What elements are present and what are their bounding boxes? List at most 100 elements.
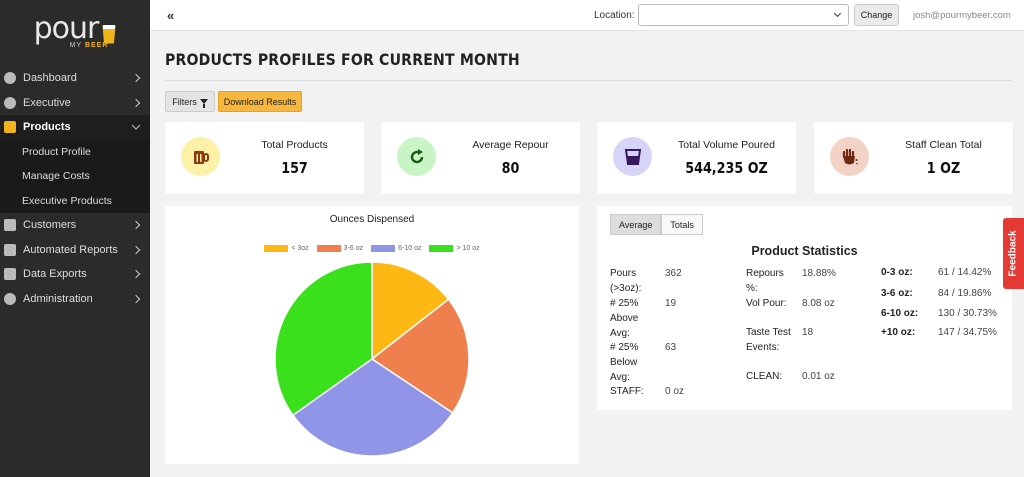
stat-label: 0-3 oz: (881, 267, 913, 278)
logo-text: pour (33, 10, 100, 46)
mug-icon (193, 150, 209, 164)
card-value: 157 (281, 159, 308, 177)
logo[interactable]: pour MY BEER (0, 0, 150, 62)
stat-value: 18 (802, 327, 814, 338)
sidebar-item-customers[interactable]: Customers (0, 213, 150, 238)
sidebar-item-label: Dashboard (23, 72, 77, 85)
legend-item[interactable]: > 10 oz (429, 245, 480, 252)
chevron-right-icon (131, 221, 141, 230)
globe-icon (4, 96, 16, 109)
stat-label: +10 oz: (881, 327, 916, 338)
dashboard-icon (4, 72, 16, 85)
stat-value: 18.88% (802, 268, 836, 279)
chevron-right-icon (131, 270, 141, 279)
glass-icon (624, 148, 641, 165)
feedback-tab[interactable]: Feedback (1003, 218, 1024, 289)
title-divider (165, 80, 1012, 81)
sidebar-item-label: Automated Reports (23, 243, 118, 256)
filter-icon (199, 99, 208, 108)
card-icon-circle (830, 137, 869, 176)
users-icon (4, 292, 16, 305)
sidebar-item-dashboard[interactable]: Dashboard (0, 66, 150, 91)
sidebar-subitem-executive-products[interactable]: Executive Products (0, 188, 150, 213)
logo-subtext: MY BEER (70, 42, 109, 49)
sidebar-subitem-product-profile[interactable]: Product Profile (0, 139, 150, 164)
change-location-button[interactable]: Change (854, 4, 899, 26)
stat-label: Pours (>3oz): (610, 268, 642, 294)
sidebar-item-executive[interactable]: Executive (0, 91, 150, 116)
legend-swatch (429, 245, 454, 252)
filters-button[interactable]: Filters (165, 91, 215, 112)
legend-label: < 3oz (291, 245, 309, 252)
legend-swatch (264, 245, 289, 252)
card-icon-circle (613, 137, 652, 176)
chevron-right-icon (131, 245, 141, 254)
sidebar-item-label: Data Exports (23, 268, 87, 281)
stat-label: 3-6 oz: (881, 288, 913, 299)
card-label: Staff Clean Total (905, 139, 982, 151)
chevron-right-icon (131, 74, 141, 83)
logo-sub-prefix: MY (69, 41, 82, 49)
stat-label: # 25% Below Avg: (610, 342, 639, 383)
filters-label: Filters (172, 96, 197, 107)
sidebar-subitem-manage-costs[interactable]: Manage Costs (0, 164, 150, 189)
legend-item[interactable]: 6-10 oz (371, 245, 421, 252)
sidebar-item-label: Customers (23, 219, 77, 232)
pie-slice-3[interactable] (291, 358, 454, 457)
chevron-right-icon (131, 294, 141, 303)
chevron-down-icon (131, 121, 141, 130)
stat-value: 19 (665, 298, 677, 309)
pie-slice-2[interactable] (370, 298, 470, 414)
card-value: 1 OZ (926, 159, 961, 177)
ounces-dispensed-panel: Ounces Dispensed < 3oz 3-6 oz 6-10 oz > … (165, 206, 579, 464)
card-label: Total Volume Poured (678, 139, 775, 151)
chart-legend: < 3oz 3-6 oz 6-10 oz > 10 oz (165, 245, 579, 252)
stat-value: 0.01 oz (802, 371, 835, 382)
card-total-volume-poured: Total Volume Poured 544,235 OZ (597, 122, 796, 194)
database-icon (4, 268, 16, 281)
stat-value: 63 (665, 342, 677, 353)
legend-label: 3-6 oz (343, 245, 364, 252)
beer-glass-icon (102, 24, 116, 43)
tab-totals[interactable]: Totals (661, 214, 703, 235)
card-value: 544,235 OZ (685, 159, 768, 177)
location-select[interactable] (638, 4, 849, 26)
sidebar-item-automated-reports[interactable]: Automated Reports (0, 238, 150, 263)
sidebar: pour MY BEER Dashboard Executive Product… (0, 0, 150, 477)
pie-slice-4[interactable] (274, 261, 373, 417)
mug-icon (4, 121, 16, 134)
sidebar-item-data-exports[interactable]: Data Exports (0, 262, 150, 287)
download-results-button[interactable]: Download Results (218, 91, 302, 112)
product-statistics-panel: Average Totals Product Statistics Pours … (597, 206, 1012, 410)
clean-hand-icon (842, 148, 858, 164)
stat-value: 0 oz (665, 386, 684, 397)
card-label: Total Products (261, 139, 328, 151)
card-average-repour: Average Repour 80 (381, 122, 580, 194)
legend-item[interactable]: < 3oz (264, 245, 309, 252)
stat-label: Taste Test Events: (746, 327, 791, 353)
sidebar-item-label: Executive (23, 96, 71, 109)
card-total-products: Total Products 157 (165, 122, 364, 194)
location-label: Location: (594, 10, 635, 21)
chevron-right-icon (131, 98, 141, 107)
stat-label: Vol Pour: (746, 298, 787, 309)
collapse-sidebar-button[interactable]: « (167, 8, 175, 23)
pie-slice-1[interactable] (371, 261, 450, 361)
stat-value: 84 / 19.86% (938, 288, 992, 299)
stat-label: STAFF: (610, 386, 644, 397)
sidebar-item-label: Administration (23, 292, 93, 305)
user-email[interactable]: josh@pourmybeer.com (913, 10, 1011, 21)
tab-average[interactable]: Average (610, 214, 662, 235)
pie-chart (274, 261, 470, 457)
card-staff-clean-total: Staff Clean Total 1 OZ (814, 122, 1013, 194)
stat-value: 8.08 oz (802, 298, 835, 309)
card-value: 80 (501, 159, 520, 177)
legend-item[interactable]: 3-6 oz (316, 245, 364, 252)
stats-tabs: Average Totals (610, 214, 703, 235)
sidebar-item-administration[interactable]: Administration (0, 287, 150, 312)
card-label: Average Repour (472, 139, 549, 151)
chart-line-icon (4, 243, 16, 256)
stat-label: Repours %: (746, 268, 784, 294)
sidebar-item-products[interactable]: Products (0, 115, 150, 140)
stat-value: 147 / 34.75% (938, 327, 997, 338)
